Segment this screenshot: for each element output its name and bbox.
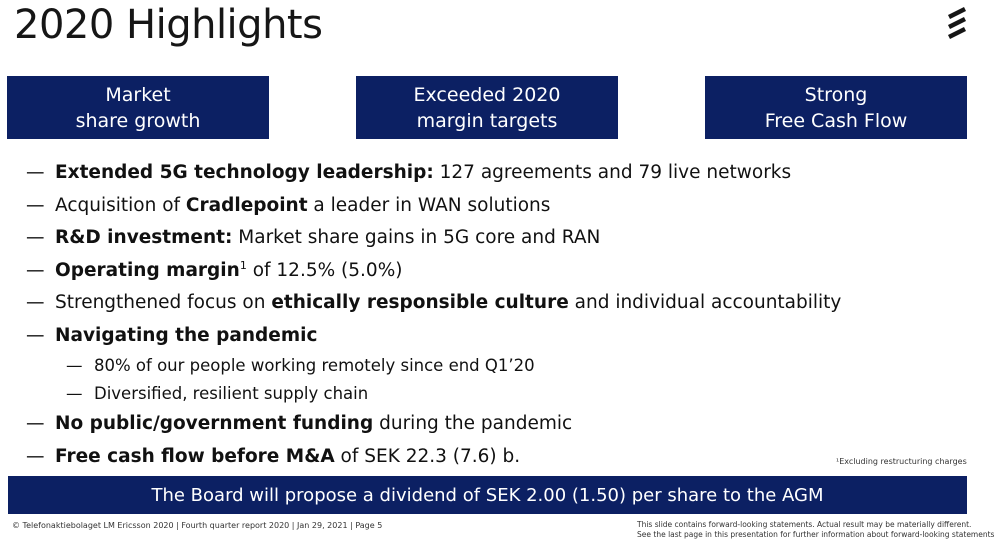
highlight-box-cash-flow: Strong Free Cash Flow	[705, 76, 967, 139]
disclaimer-line: This slide contains forward-looking stat…	[637, 520, 972, 529]
box-line: Market	[105, 83, 171, 106]
box-line: margin targets	[416, 109, 558, 132]
bullet-item: Free cash flow before M&A of SEK 22.3 (7…	[26, 441, 841, 474]
bullet-item: R&D investment: Market share gains in 5G…	[26, 222, 841, 255]
bullet-item: Extended 5G technology leadership: 127 a…	[26, 157, 841, 190]
box-line: share growth	[75, 109, 201, 132]
bullet-item: No public/government funding during the …	[26, 408, 841, 441]
footnote: ¹Excluding restructuring charges	[836, 457, 967, 466]
bullet-item: Acquisition of Cradlepoint a leader in W…	[26, 190, 841, 223]
dividend-banner: The Board will propose a dividend of SEK…	[8, 476, 967, 514]
footer-disclaimer: This slide contains forward-looking stat…	[637, 520, 994, 540]
sub-bullet-item: Diversified, resilient supply chain	[26, 380, 841, 408]
sub-bullet-item: 80% of our people working remotely since…	[26, 352, 841, 380]
highlight-box-market-share: Market share growth	[7, 76, 269, 139]
ericsson-logo-icon	[948, 7, 966, 39]
highlight-box-margin-targets: Exceeded 2020 margin targets	[356, 76, 618, 139]
bullet-item: Strengthened focus on ethically responsi…	[26, 287, 841, 320]
box-line: Exceeded 2020	[413, 83, 561, 106]
box-line: Strong	[804, 83, 868, 106]
banner-text: The Board will propose a dividend of SEK…	[151, 484, 824, 506]
footer-copyright: © Telefonaktiebolaget LM Ericsson 2020 |…	[12, 521, 383, 530]
box-line: Free Cash Flow	[764, 109, 908, 132]
highlights-list: Extended 5G technology leadership: 127 a…	[26, 157, 841, 473]
disclaimer-line: See the last page in this presentation f…	[637, 530, 995, 539]
slide-title: 2020 Highlights	[14, 2, 323, 48]
bullet-item: Operating margin1 of 12.5% (5.0%)	[26, 255, 841, 288]
bullet-item: Navigating the pandemic	[26, 320, 841, 353]
